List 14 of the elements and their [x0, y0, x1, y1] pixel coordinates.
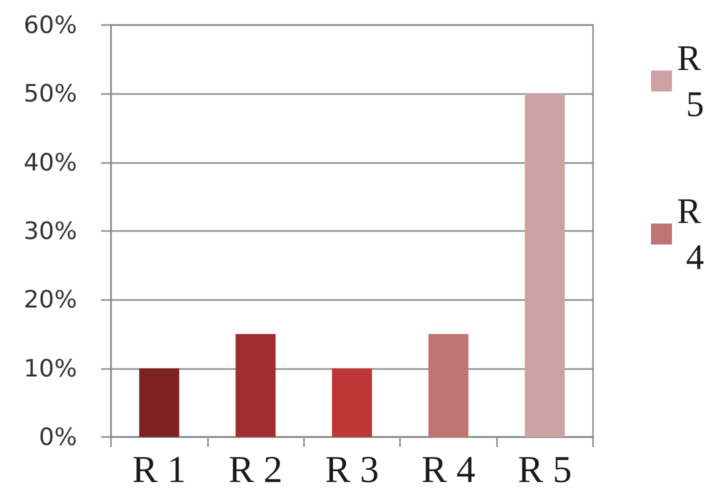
y-tick-label: 40% [24, 148, 77, 176]
y-tick-label: 10% [24, 354, 77, 382]
y-tick-label: 0% [38, 423, 77, 451]
legend-label: R 5 [677, 38, 704, 124]
y-tick-label: 50% [24, 80, 77, 108]
y-tick-label: 30% [24, 217, 77, 245]
x-tick-label: R 5 [518, 449, 572, 491]
x-tick-label: R 4 [421, 449, 476, 491]
y-tick-label: 60% [24, 11, 77, 39]
y-tick-label: 20% [24, 286, 77, 314]
legend-label: R 4 [677, 191, 704, 277]
x-tick-label: R 1 [132, 449, 186, 491]
x-tick-label: R 2 [228, 449, 283, 491]
x-tick-label: R 3 [325, 449, 379, 491]
